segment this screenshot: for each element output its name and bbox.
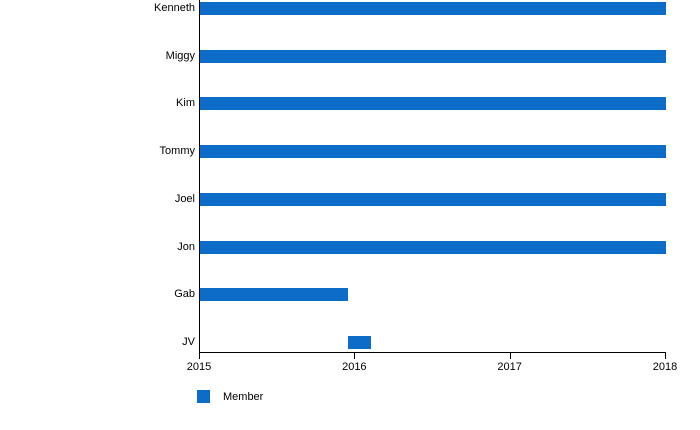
y-axis-label-joel: Joel [174,192,195,205]
y-axis-label-kenneth: Kenneth [154,2,195,14]
legend-swatch [197,390,210,403]
x-axis-tick-label-2018: 2018 [652,361,678,373]
plot-area [199,0,666,353]
bar-joel [200,192,666,206]
x-axis-tick-2018 [665,353,666,359]
y-axis-label-jv: JV [182,335,195,348]
x-axis-tick-2017 [509,353,511,359]
x-axis-tick-2015 [199,353,200,359]
x-axis-tick-label-2016: 2016 [342,361,367,373]
y-axis-label-gab: Gab [174,288,195,301]
x-axis-tick-2016 [354,353,356,359]
x-axis-tick-label-2017: 2017 [497,361,522,373]
y-axis-label-kim: Kim [176,97,195,110]
bar-gab [200,288,348,302]
bar-kim [200,97,666,111]
bar-jv [347,335,371,349]
bar-jon [200,240,666,254]
y-axis-label-jon: Jon [177,240,195,253]
legend: Member [197,390,263,403]
legend-label: Member [223,390,264,403]
y-axis-labels: Kenneth Miggy Kim Tommy Joel Jon Gab JV [0,0,195,352]
bar-miggy [200,49,666,63]
y-axis-label-miggy: Miggy [165,49,195,62]
bar-tommy [200,145,666,159]
y-axis-label-tommy: Tommy [159,145,195,158]
bar-kenneth [200,2,666,15]
x-axis-tick-label-2015: 2015 [186,361,212,373]
